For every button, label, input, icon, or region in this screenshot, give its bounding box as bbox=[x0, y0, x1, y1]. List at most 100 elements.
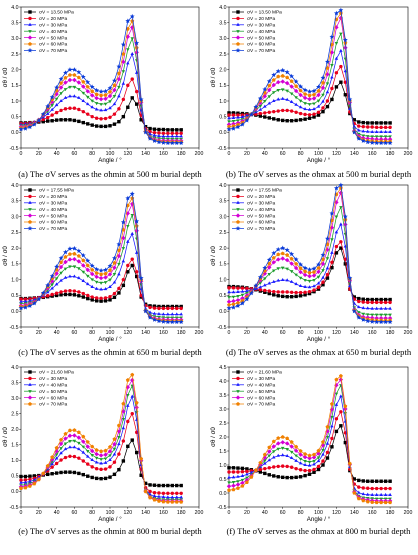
data-point bbox=[235, 482, 241, 487]
data-point bbox=[383, 313, 388, 317]
data-point bbox=[231, 466, 236, 470]
data-point bbox=[361, 486, 365, 490]
data-point bbox=[130, 77, 134, 81]
data-point bbox=[28, 479, 32, 483]
data-point bbox=[231, 304, 236, 310]
data-point bbox=[263, 115, 267, 119]
data-point bbox=[276, 257, 281, 262]
data-point bbox=[89, 93, 95, 98]
series-line bbox=[228, 375, 391, 503]
data-point bbox=[334, 215, 339, 219]
data-point bbox=[236, 111, 240, 115]
data-point bbox=[271, 450, 276, 454]
data-point bbox=[285, 454, 289, 458]
data-point bbox=[126, 225, 130, 229]
data-point bbox=[329, 225, 335, 230]
y-tick-label: 4.5 bbox=[219, 365, 226, 371]
data-point bbox=[157, 494, 161, 498]
data-point bbox=[370, 121, 374, 125]
legend-marker bbox=[236, 10, 240, 14]
data-point bbox=[81, 459, 86, 463]
legend-entry: σV = 20 MPa bbox=[39, 16, 67, 22]
data-point bbox=[94, 451, 99, 457]
data-point bbox=[293, 448, 299, 453]
data-point bbox=[361, 129, 366, 133]
data-point bbox=[90, 454, 94, 458]
data-point bbox=[226, 484, 232, 489]
data-point bbox=[298, 290, 303, 295]
y-tick-label: 4.0 bbox=[219, 5, 226, 11]
data-point bbox=[89, 263, 95, 268]
data-point bbox=[116, 423, 121, 428]
data-point bbox=[58, 76, 64, 82]
data-point bbox=[267, 101, 272, 105]
data-point bbox=[245, 472, 249, 476]
legend-entry: σV = 20 MPa bbox=[247, 194, 275, 200]
data-point bbox=[117, 435, 121, 440]
data-point bbox=[321, 80, 325, 85]
data-point bbox=[72, 72, 77, 77]
data-point bbox=[379, 125, 383, 130]
data-point bbox=[77, 276, 81, 280]
data-point bbox=[170, 128, 174, 132]
y-tick-label: 0.5 bbox=[11, 114, 18, 120]
data-point bbox=[112, 112, 117, 116]
data-point bbox=[311, 455, 317, 460]
y-tick-label: 3.5 bbox=[11, 199, 18, 205]
data-point bbox=[72, 265, 77, 269]
data-point bbox=[240, 480, 245, 486]
legend-entry: σV = 13.50 MPa bbox=[39, 10, 74, 16]
x-tick-label: 20 bbox=[244, 330, 250, 336]
data-point bbox=[54, 103, 59, 107]
data-point bbox=[129, 191, 135, 196]
data-point bbox=[307, 103, 312, 107]
data-point bbox=[321, 440, 325, 444]
data-point bbox=[85, 439, 90, 444]
data-point bbox=[285, 267, 289, 271]
data-point bbox=[374, 135, 379, 139]
data-point bbox=[316, 88, 321, 93]
data-point bbox=[365, 318, 371, 324]
data-point bbox=[130, 438, 134, 442]
x-tick-label: 60 bbox=[72, 510, 78, 516]
data-point bbox=[253, 104, 259, 110]
panel-caption: (b) The σV serves as the σhmax at 500 m … bbox=[226, 169, 412, 179]
data-point bbox=[80, 74, 86, 79]
data-point bbox=[339, 80, 343, 84]
data-point bbox=[316, 456, 321, 460]
data-point bbox=[289, 455, 294, 460]
data-point bbox=[126, 48, 130, 52]
data-point bbox=[94, 274, 99, 280]
data-point bbox=[161, 491, 166, 496]
data-point bbox=[148, 130, 152, 134]
data-point bbox=[276, 74, 281, 79]
data-point bbox=[276, 294, 280, 298]
data-point bbox=[98, 267, 104, 273]
data-point bbox=[343, 257, 348, 261]
data-point bbox=[285, 448, 289, 452]
data-point bbox=[388, 500, 393, 505]
x-tick-label: 60 bbox=[280, 330, 286, 336]
data-point bbox=[285, 290, 289, 294]
data-point bbox=[303, 452, 308, 456]
x-tick-label: 200 bbox=[404, 330, 413, 336]
data-point bbox=[107, 272, 113, 277]
data-point bbox=[108, 89, 112, 94]
data-point bbox=[108, 457, 112, 462]
data-point bbox=[325, 104, 330, 109]
data-point bbox=[357, 128, 361, 132]
data-point bbox=[23, 474, 28, 479]
data-point bbox=[325, 435, 330, 440]
data-point bbox=[240, 298, 245, 303]
data-point bbox=[121, 235, 126, 241]
data-point bbox=[58, 255, 64, 261]
data-point bbox=[298, 88, 303, 93]
data-point bbox=[236, 113, 240, 117]
data-point bbox=[161, 306, 166, 311]
data-point bbox=[330, 75, 334, 79]
data-point bbox=[312, 107, 316, 111]
data-point bbox=[231, 286, 236, 290]
data-point bbox=[161, 304, 166, 309]
data-point bbox=[320, 261, 326, 267]
data-point bbox=[130, 394, 135, 398]
